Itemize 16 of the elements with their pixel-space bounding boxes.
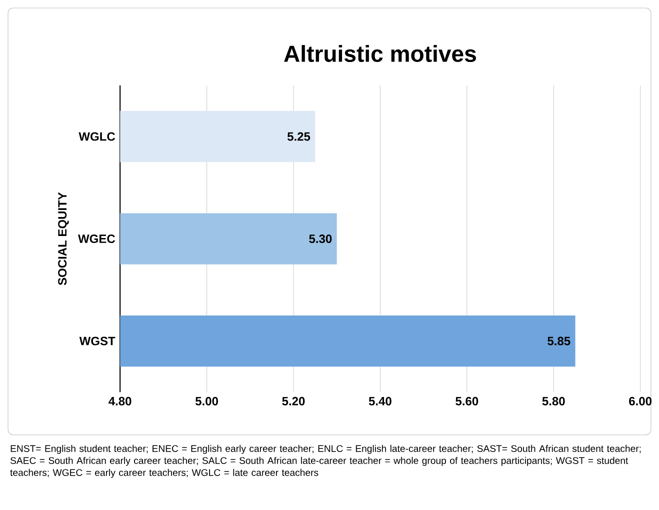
data-label: 5.25 [287, 132, 310, 141]
text: ENST= English student teacher; ENEC = English early career teacher; ENLC = English late-career teacher; SAST= South African student teacher; SAEC = South African early career teacher; SALC = South African late-career teacher = whole group of teachers participants; WGST = student teachers; WGEC = early career teachers; WGLC = late career teachers [10, 445, 641, 478]
chart-title: Altruistic motives [284, 45, 476, 62]
y-tick-label: WGEC [78, 234, 116, 244]
x-tick-label: 6.00 [629, 397, 652, 406]
y-tick-label: WGST [79, 336, 116, 346]
data-label: 5.85 [548, 336, 570, 346]
x-tick-label: 5.40 [368, 397, 392, 406]
x-tick-label: 4.80 [108, 397, 132, 406]
x-tick-label: 5.60 [456, 397, 478, 406]
x-tick-label: 5.80 [542, 397, 565, 406]
y-axis-title: SOCIAL EQUITY [58, 192, 69, 286]
x-tick-label: 5.00 [195, 397, 218, 406]
data-label: 5.30 [309, 234, 332, 244]
x-tick-label: 5.20 [282, 397, 305, 406]
y-tick-label: WGLC [78, 132, 116, 141]
